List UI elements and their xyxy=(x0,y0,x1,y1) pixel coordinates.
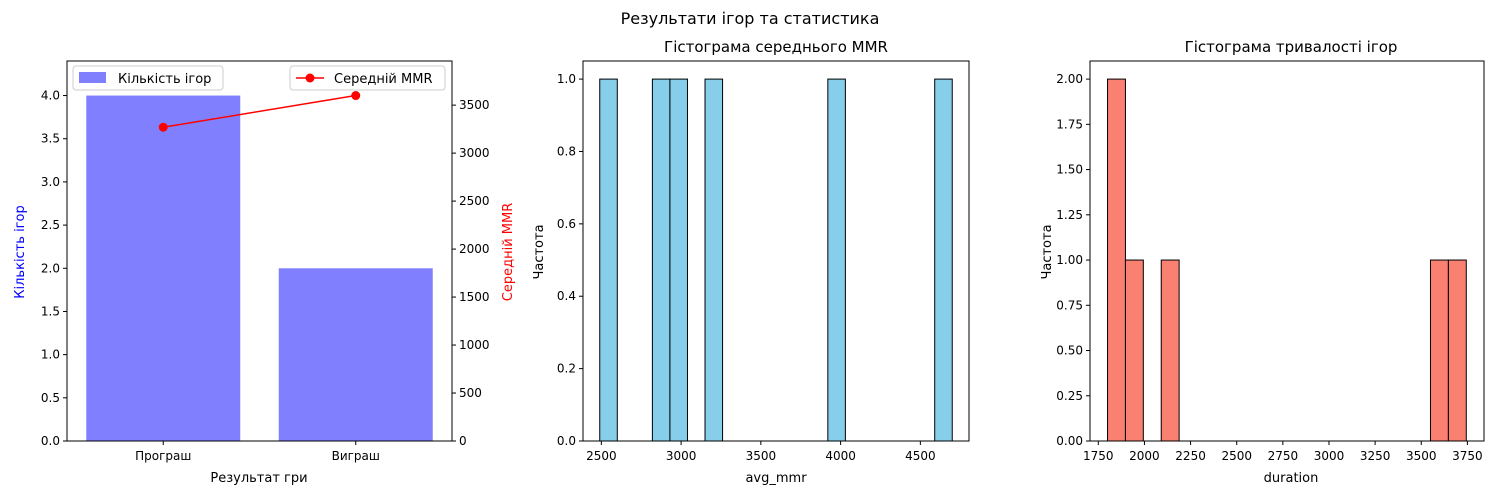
hist-bar xyxy=(599,78,618,442)
hist-frame xyxy=(1089,60,1485,442)
x-tick-label: 3250 xyxy=(1360,449,1391,463)
legend-right: Середній MMR xyxy=(289,65,446,91)
hist-bar xyxy=(1124,259,1144,442)
y2-tick-label: 1500 xyxy=(459,290,490,304)
x-tick-label: 4500 xyxy=(905,449,936,463)
x-tick-label: 3000 xyxy=(1314,449,1345,463)
y-tick-label: 2.0 xyxy=(41,261,60,275)
y-tick-label: 1.50 xyxy=(1056,163,1083,177)
y-tick-label: 0.50 xyxy=(1056,344,1083,358)
mmr-point-Виграш xyxy=(351,91,361,101)
x-tick-label: 2500 xyxy=(586,449,617,463)
y-tick-label: 0.5 xyxy=(41,391,60,405)
chart-duration-xlabel: duration xyxy=(1264,471,1319,486)
hist-frame xyxy=(582,60,970,442)
x-tick-label: 2750 xyxy=(1268,449,1299,463)
y-tick-label: 0.8 xyxy=(557,144,576,158)
chart-duration-title: Гістограма тривалості ігор xyxy=(1185,38,1398,56)
hist-bar xyxy=(934,78,953,442)
chart-duration-hist: Гістограма тривалості ігор duration Част… xyxy=(1040,38,1485,486)
hist-bar xyxy=(1160,259,1180,442)
y2-tick-label: 0 xyxy=(459,434,467,448)
x-tick-label: 3500 xyxy=(746,449,777,463)
hist-bar xyxy=(1429,259,1449,442)
chart-mmr-xlabel: avg_mmr xyxy=(745,471,807,486)
y2-tick-label: 3500 xyxy=(459,98,490,112)
y-tick-label: 1.0 xyxy=(557,72,576,86)
y-tick-label: 0.75 xyxy=(1056,298,1083,312)
y-tick-label: 1.5 xyxy=(41,304,60,318)
mmr-point-Програш xyxy=(158,122,168,132)
legend-bar-swatch xyxy=(79,72,106,83)
y-tick-label: 2.00 xyxy=(1056,72,1083,86)
legend-bar-label: Кількість ігор xyxy=(118,72,211,87)
chart-results-frame xyxy=(66,60,453,442)
figure-suptitle: Результати ігор та статистика xyxy=(621,9,880,28)
y-tick-label: 0.2 xyxy=(557,362,576,376)
hist-bar xyxy=(827,78,846,442)
y-tick-label: 0.6 xyxy=(557,217,576,231)
y2-tick-label: 500 xyxy=(459,386,482,400)
hist-bar xyxy=(669,78,688,442)
x-tick-label: 2000 xyxy=(1129,449,1160,463)
y-tick-label: 1.00 xyxy=(1056,253,1083,267)
y-tick-label: 0.00 xyxy=(1056,434,1083,448)
y2-tick-label: 3000 xyxy=(459,146,490,160)
chart-mmr-hist: Гістограма середнього MMR avg_mmr Частот… xyxy=(532,38,970,486)
y-tick-label: 0.0 xyxy=(41,434,60,448)
chart-mmr-title: Гістограма середнього MMR xyxy=(664,38,888,56)
x-tick-label: 1750 xyxy=(1083,449,1114,463)
y-tick-label: 1.25 xyxy=(1056,208,1083,222)
hist-bar xyxy=(651,78,671,442)
chart-mmr-ylabel: Частота xyxy=(532,224,547,279)
chart-duration-ylabel: Частота xyxy=(1040,224,1055,279)
y-tick-label: 1.75 xyxy=(1056,117,1083,131)
hist-bar xyxy=(704,78,724,442)
x-tick-label: 3750 xyxy=(1452,449,1483,463)
chart-results-y2label: Середній MMR xyxy=(501,203,516,301)
hist-bar xyxy=(1447,259,1467,442)
y-tick-label: 2.5 xyxy=(41,218,60,232)
y2-tick-label: 2000 xyxy=(459,242,490,256)
y-tick-label: 4.0 xyxy=(41,89,60,103)
x-tick-label: 4000 xyxy=(825,449,856,463)
y2-tick-label: 1000 xyxy=(459,338,490,352)
x-tick-label: 3000 xyxy=(666,449,697,463)
y-tick-label: 0.4 xyxy=(557,289,576,303)
x-tick-label: 2250 xyxy=(1175,449,1206,463)
chart-results-ylabel: Кількість ігор xyxy=(13,205,28,298)
y2-tick-label: 2500 xyxy=(459,194,490,208)
y-tick-label: 3.5 xyxy=(41,132,60,146)
bar-Програш xyxy=(86,95,241,441)
bar-Виграш xyxy=(278,268,433,441)
x-tick-label: Виграш xyxy=(332,449,380,463)
x-tick-label: 3500 xyxy=(1406,449,1437,463)
legend-line-marker xyxy=(305,73,315,83)
chart-results-xlabel: Результат гри xyxy=(210,471,307,486)
chart-results: Результат гри Кількість ігор Середній MM… xyxy=(13,60,516,486)
x-tick-label: 2500 xyxy=(1221,449,1252,463)
legend-left: Кількість ігор xyxy=(72,65,224,91)
y-tick-label: 3.0 xyxy=(41,175,60,189)
mmr-line xyxy=(163,94,356,128)
y-tick-label: 0.25 xyxy=(1056,389,1083,403)
x-tick-label: Програш xyxy=(135,449,191,463)
y-tick-label: 0.0 xyxy=(557,434,576,448)
legend-line-label: Середній MMR xyxy=(334,72,432,87)
y-tick-label: 1.0 xyxy=(41,348,60,362)
hist-bar xyxy=(1107,78,1126,442)
